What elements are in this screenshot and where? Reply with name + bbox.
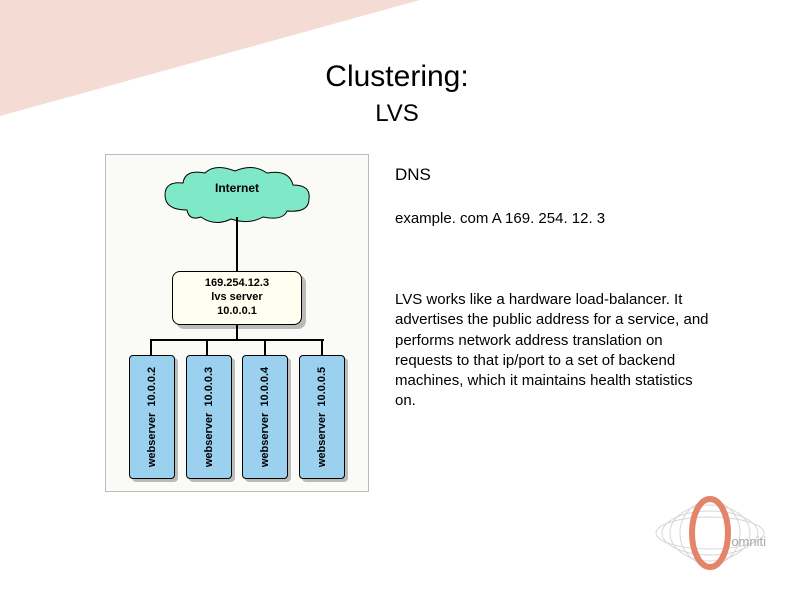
connector-line: [206, 339, 208, 355]
connector-line: [150, 339, 152, 355]
lvs-ip-public: 169.254.12.3: [173, 277, 301, 291]
logo-text: omniti: [731, 534, 766, 549]
webserver-node: webserver 10.0.0.2: [129, 355, 175, 479]
description-paragraph: LVS works like a hardware load-balancer.…: [395, 290, 715, 412]
title-main: Clustering:: [325, 60, 468, 93]
page-title: Clustering: LVS: [0, 60, 794, 129]
internet-cloud-icon: [157, 165, 317, 225]
webserver-label: webserver 10.0.0.3: [203, 367, 215, 467]
connector-line: [264, 339, 266, 355]
lvs-server-node: 169.254.12.3 lvs server 10.0.0.1: [172, 271, 302, 325]
omniti-logo-icon: [650, 493, 770, 573]
lvs-role: lvs server: [173, 291, 301, 305]
cloud-label: Internet: [106, 181, 368, 195]
connector-line: [236, 325, 238, 339]
webserver-label: webserver 10.0.0.5: [316, 367, 328, 467]
connector-line: [321, 339, 323, 355]
webserver-node: webserver 10.0.0.4: [242, 355, 288, 479]
webserver-label: webserver 10.0.0.4: [259, 367, 271, 467]
dns-record: example. com A 169. 254. 12. 3: [395, 210, 605, 227]
lvs-ip-private: 10.0.0.1: [173, 305, 301, 319]
webserver-node: webserver 10.0.0.5: [299, 355, 345, 479]
title-sub: LVS: [375, 100, 419, 127]
webserver-node: webserver 10.0.0.3: [186, 355, 232, 479]
dns-heading: DNS: [395, 165, 431, 185]
connector-line: [150, 339, 324, 341]
network-diagram: Internet 169.254.12.3 lvs server 10.0.0.…: [105, 154, 369, 492]
webserver-group: webserver 10.0.0.2 webserver 10.0.0.3 we…: [129, 355, 345, 479]
connector-line: [236, 217, 238, 271]
webserver-label: webserver 10.0.0.2: [146, 367, 158, 467]
